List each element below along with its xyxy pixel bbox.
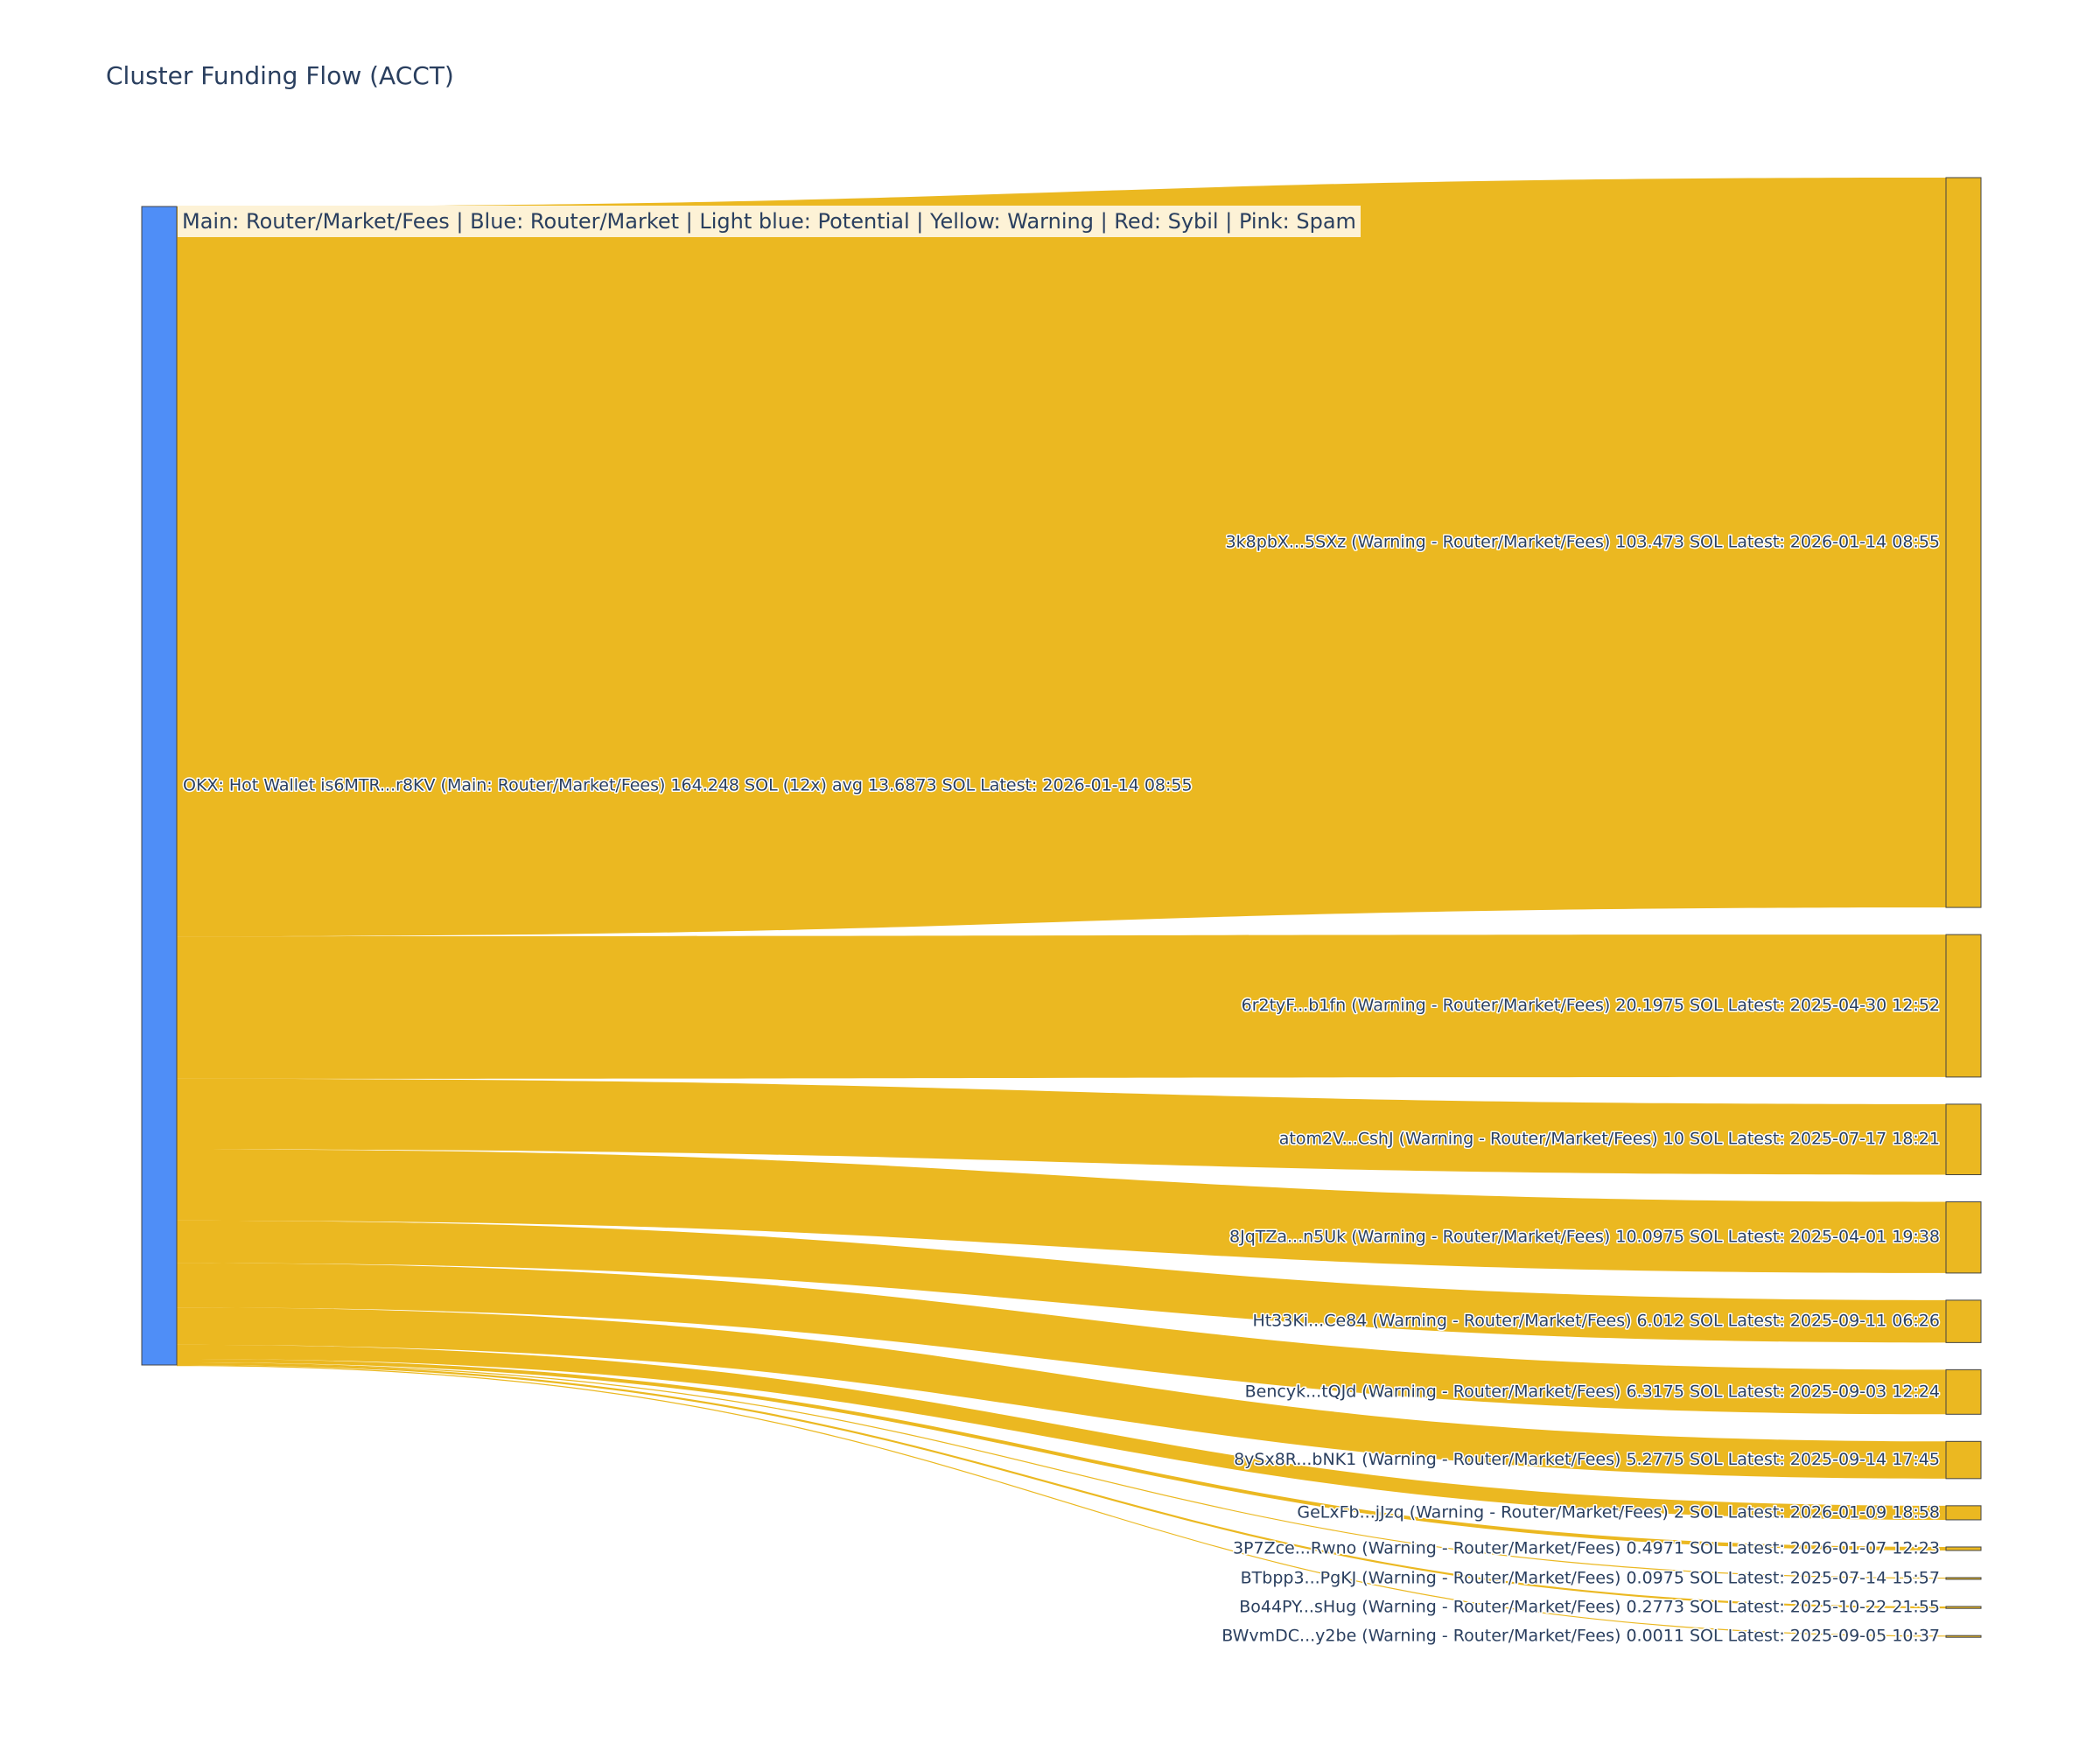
- target-node[interactable]: [1945, 1577, 1982, 1580]
- target-node[interactable]: [1945, 1546, 1982, 1551]
- chart-title: Cluster Funding Flow (ACCT): [106, 61, 454, 90]
- target-node[interactable]: [1945, 1606, 1982, 1609]
- flow-link[interactable]: [177, 1362, 1946, 1609]
- target-node[interactable]: [1945, 1103, 1982, 1176]
- flow-link[interactable]: [177, 1263, 1946, 1415]
- target-node-label: Ht33Ki...Ce84 (Warning - Router/Market/F…: [1252, 1312, 1940, 1331]
- target-node[interactable]: [1945, 1505, 1982, 1521]
- target-node-label: 3P7Zce...Rwno (Warning - Router/Market/F…: [1233, 1538, 1940, 1558]
- target-node[interactable]: [1945, 1634, 1982, 1638]
- legend-annotation: Main: Router/Market/Fees | Blue: Router/…: [178, 206, 1361, 237]
- target-node[interactable]: [1945, 1201, 1982, 1274]
- target-node[interactable]: [1945, 1440, 1982, 1480]
- sankey-labels: OKX: Hot Wallet is6MTR...r8KV (Main: Rou…: [182, 531, 1942, 1647]
- flow-link[interactable]: [177, 1307, 1946, 1479]
- flow-link[interactable]: [177, 934, 1946, 1079]
- target-node-label: 8JqTZa...n5Uk (Warning - Router/Market/F…: [1229, 1228, 1940, 1247]
- target-node-label: BTbpp3...PgKJ (Warning - Router/Market/F…: [1241, 1568, 1940, 1587]
- target-node[interactable]: [1945, 934, 1982, 1078]
- target-node-label: Bencyk...tQJd (Warning - Router/Market/F…: [1245, 1382, 1940, 1401]
- source-node[interactable]: [141, 206, 178, 1366]
- flow-link[interactable]: [177, 178, 1946, 937]
- target-node[interactable]: [1945, 1299, 1982, 1343]
- target-node-label: 6r2tyF...b1fn (Warning - Router/Market/F…: [1242, 996, 1940, 1015]
- flow-link[interactable]: [177, 1344, 1946, 1520]
- flow-link[interactable]: [177, 1358, 1946, 1550]
- target-node[interactable]: [1945, 1368, 1982, 1415]
- flow-link[interactable]: [177, 1362, 1946, 1579]
- flow-link[interactable]: [177, 1364, 1946, 1637]
- source-node-label: OKX: Hot Wallet is6MTR...r8KV (Main: Rou…: [183, 776, 1193, 795]
- flow-link[interactable]: [177, 1149, 1946, 1273]
- flow-link[interactable]: [177, 1220, 1946, 1343]
- target-node-label: 3k8pbX...5SXz (Warning - Router/Market/F…: [1226, 533, 1940, 552]
- target-node-label: 8ySx8R...bNK1 (Warning - Router/Market/F…: [1234, 1450, 1940, 1469]
- flow-link[interactable]: [177, 1078, 1946, 1175]
- sankey-nodes: [141, 177, 1982, 1638]
- sankey-links: [177, 178, 1946, 1637]
- target-node-label: BWvmDC...y2be (Warning - Router/Market/F…: [1222, 1627, 1940, 1646]
- target-node-label: atom2V...CshJ (Warning - Router/Market/F…: [1279, 1130, 1940, 1149]
- target-node-label: GeLxFb...jJzq (Warning - Router/Market/F…: [1297, 1502, 1940, 1522]
- target-node[interactable]: [1945, 177, 1982, 908]
- target-node-label: Bo44PY...sHug (Warning - Router/Market/F…: [1239, 1598, 1940, 1617]
